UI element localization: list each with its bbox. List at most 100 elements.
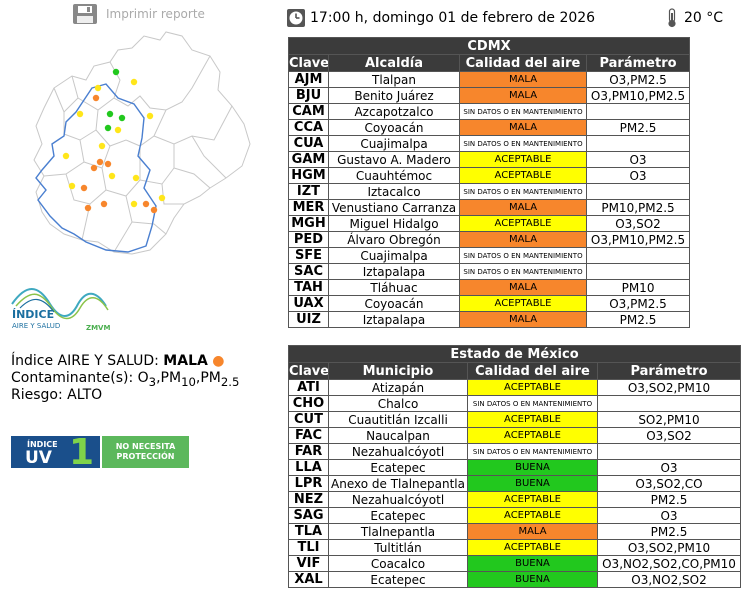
table-row[interactable]: TAH Tláhuac MALA PM10 bbox=[288, 279, 691, 296]
table-row[interactable]: UAX Coyoacán ACEPTABLE O3,PM2.5 bbox=[288, 295, 691, 312]
table-row[interactable]: IZT Iztacalco SIN DATOS O EN MANTENIMIEN… bbox=[288, 183, 691, 200]
air-quality-cell: SIN DATOS O EN MANTENIMIENTO bbox=[459, 183, 587, 200]
station-code: MGH bbox=[288, 215, 329, 232]
station-marker[interactable] bbox=[104, 160, 112, 168]
station-marker[interactable] bbox=[92, 94, 100, 102]
print-report-button[interactable]: Imprimir reporte bbox=[72, 2, 205, 26]
table-row[interactable]: VIF Coacalco BUENA O3,NO2,SO2,CO,PM10 bbox=[288, 555, 741, 572]
air-quality-cell: SIN DATOS O EN MANTENIMIENTO bbox=[459, 247, 587, 264]
station-marker[interactable] bbox=[84, 204, 92, 212]
print-report-label: Imprimir reporte bbox=[106, 7, 205, 21]
station-marker[interactable] bbox=[114, 126, 122, 134]
edomex-header-cell: Clave bbox=[288, 362, 329, 380]
air-quality-cell: SIN DATOS O EN MANTENIMIENTO bbox=[459, 135, 587, 152]
table-row[interactable]: GAM Gustavo A. Madero ACEPTABLE O3 bbox=[288, 151, 691, 168]
table-row[interactable]: NEZ Nezahualcóyotl ACEPTABLE PM2.5 bbox=[288, 491, 741, 508]
parameter-cell: O3,NO2,SO2 bbox=[597, 571, 741, 588]
parameter-cell: O3,SO2 bbox=[597, 427, 741, 444]
table-row[interactable]: SAG Ecatepec ACEPTABLE O3 bbox=[288, 507, 741, 524]
table-row[interactable]: UIZ Iztapalapa MALA PM2.5 bbox=[288, 311, 691, 328]
station-marker[interactable] bbox=[130, 200, 138, 208]
parameter-cell: O3 bbox=[585, 151, 691, 168]
parameter-cell: O3,SO2,PM10 bbox=[597, 379, 741, 396]
air-quality-map[interactable] bbox=[14, 28, 276, 274]
air-quality-cell: ACEPTABLE bbox=[459, 215, 587, 232]
station-marker[interactable] bbox=[80, 184, 88, 192]
station-marker[interactable] bbox=[118, 114, 126, 122]
station-marker[interactable] bbox=[106, 110, 114, 118]
uv-value: 1 bbox=[69, 432, 95, 473]
table-row[interactable]: SFE Cuajimalpa SIN DATOS O EN MANTENIMIE… bbox=[288, 247, 691, 264]
contaminant-label: Contaminante(s): bbox=[11, 370, 134, 386]
parameter-cell: O3,SO2,PM10 bbox=[597, 539, 741, 556]
parameter-cell: O3,NO2,SO2,CO,PM10 bbox=[597, 555, 741, 572]
cdmx-header-cell: Calidad del aire bbox=[459, 54, 587, 72]
uv-label-uv: UV bbox=[25, 448, 52, 468]
air-quality-cell: ACEPTABLE bbox=[459, 151, 587, 168]
table-row[interactable]: MGH Miguel Hidalgo ACEPTABLE O3,SO2 bbox=[288, 215, 691, 232]
station-marker[interactable] bbox=[104, 124, 112, 132]
station-name: Anexo de Tlalnepantla bbox=[328, 475, 468, 492]
uv-label-indice: ÍNDICE bbox=[27, 440, 58, 449]
temperature-display: 20 °C bbox=[666, 8, 723, 28]
station-name: Coyoacán bbox=[328, 295, 460, 312]
station-code: GAM bbox=[288, 151, 329, 168]
table-row[interactable]: AJM Tlalpan MALA O3,PM2.5 bbox=[288, 71, 691, 88]
station-name: Cuauhtémoc bbox=[328, 167, 460, 184]
station-marker[interactable] bbox=[158, 194, 166, 202]
station-name: Benito Juárez bbox=[328, 87, 460, 104]
edomex-header-cell: Municipio bbox=[328, 362, 468, 380]
station-code: CUA bbox=[288, 135, 329, 152]
table-row[interactable]: TLA Tlalnepantla MALA PM2.5 bbox=[288, 523, 741, 540]
table-row[interactable]: PED Álvaro Obregón MALA O3,PM10,PM2.5 bbox=[288, 231, 691, 248]
parameter-cell: O3,PM10,PM2.5 bbox=[585, 87, 691, 104]
table-row[interactable]: BJU Benito Juárez MALA O3,PM10,PM2.5 bbox=[288, 87, 691, 104]
station-marker[interactable] bbox=[108, 172, 116, 180]
table-row[interactable]: ATI Atizapán ACEPTABLE O3,SO2,PM10 bbox=[288, 379, 741, 396]
station-code: LLA bbox=[288, 459, 329, 476]
station-marker[interactable] bbox=[132, 174, 140, 182]
station-code: PED bbox=[288, 231, 329, 248]
table-row[interactable]: XAL Ecatepec BUENA O3,NO2,SO2 bbox=[288, 571, 741, 588]
table-row[interactable]: CUA Cuajimalpa SIN DATOS O EN MANTENIMIE… bbox=[288, 135, 691, 152]
station-name: Tultitlán bbox=[328, 539, 468, 556]
table-row[interactable]: CUT Cuautitlán Izcalli ACEPTABLE SO2,PM1… bbox=[288, 411, 741, 428]
station-marker[interactable] bbox=[94, 84, 102, 92]
station-marker[interactable] bbox=[146, 112, 154, 120]
table-row[interactable]: MER Venustiano Carranza MALA PM10,PM2.5 bbox=[288, 199, 691, 216]
station-marker[interactable] bbox=[98, 142, 106, 150]
table-row[interactable]: HGM Cuauhtémoc ACEPTABLE O3 bbox=[288, 167, 691, 184]
table-row[interactable]: SAC Iztapalapa SIN DATOS O EN MANTENIMIE… bbox=[288, 263, 691, 280]
station-name: Cuajimalpa bbox=[328, 247, 460, 264]
station-marker[interactable] bbox=[150, 206, 158, 214]
station-marker[interactable] bbox=[90, 164, 98, 172]
table-row[interactable]: FAR Nezahualcóyotl SIN DATOS O EN MANTEN… bbox=[288, 443, 741, 460]
table-row[interactable]: FAC Naucalpan ACEPTABLE O3,SO2 bbox=[288, 427, 741, 444]
station-code: NEZ bbox=[288, 491, 329, 508]
parameter-cell: PM10,PM2.5 bbox=[585, 199, 691, 216]
table-row[interactable]: CCA Coyoacán MALA PM2.5 bbox=[288, 119, 691, 136]
station-marker[interactable] bbox=[96, 158, 104, 166]
table-row[interactable]: CHO Chalco SIN DATOS O EN MANTENIMIENTO bbox=[288, 395, 741, 412]
station-name: Nezahualcóyotl bbox=[328, 491, 468, 508]
station-code: SFE bbox=[288, 247, 329, 264]
station-marker[interactable] bbox=[100, 200, 108, 208]
cdmx-header-cell: Parámetro bbox=[585, 54, 691, 72]
station-marker[interactable] bbox=[142, 200, 150, 208]
air-quality-cell: MALA bbox=[467, 523, 598, 540]
station-marker[interactable] bbox=[68, 182, 76, 190]
table-row[interactable]: LPR Anexo de Tlalnepantla BUENA O3,SO2,C… bbox=[288, 475, 741, 492]
station-marker[interactable] bbox=[130, 78, 138, 86]
table-row[interactable]: CAM Azcapotzalco SIN DATOS O EN MANTENIM… bbox=[288, 103, 691, 120]
contaminant-value: O3,PM10,PM2.5 bbox=[137, 370, 240, 389]
cdmx-header-cell: Alcaldía bbox=[328, 54, 460, 72]
station-markers bbox=[62, 68, 166, 214]
station-marker[interactable] bbox=[112, 68, 120, 76]
station-marker[interactable] bbox=[76, 110, 84, 118]
air-quality-cell: SIN DATOS O EN MANTENIMIENTO bbox=[459, 263, 587, 280]
station-name: Nezahualcóyotl bbox=[328, 443, 468, 460]
table-row[interactable]: TLI Tultitlán ACEPTABLE O3,SO2,PM10 bbox=[288, 539, 741, 556]
datetime-text: 17:00 h, domingo 01 de febrero de 2026 bbox=[310, 10, 596, 26]
table-row[interactable]: LLA Ecatepec BUENA O3 bbox=[288, 459, 741, 476]
station-marker[interactable] bbox=[62, 152, 70, 160]
